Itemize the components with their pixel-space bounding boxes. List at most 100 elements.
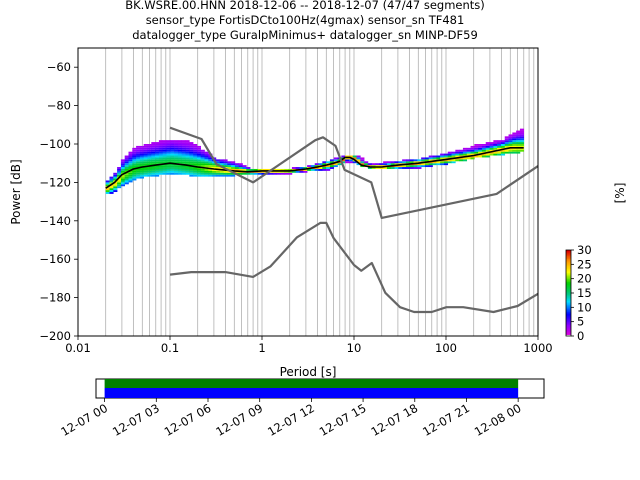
histogram-cell [394, 163, 399, 166]
histogram-cell [348, 155, 354, 158]
histogram-cell [326, 165, 331, 168]
histogram-cell [478, 144, 483, 146]
histogram-cell [440, 161, 445, 164]
histogram-cell [508, 138, 513, 141]
histogram-cell [474, 155, 479, 158]
histogram-cell [147, 153, 152, 156]
histogram-cell [139, 151, 144, 154]
histogram-cell [151, 155, 156, 158]
histogram-cell [413, 165, 418, 168]
histogram-cell [151, 151, 156, 154]
colorbar-cell [566, 317, 571, 320]
histogram-cell [462, 149, 468, 152]
histogram-cell [120, 161, 125, 164]
colorbar-cell [566, 271, 571, 274]
histogram-cell [333, 157, 338, 160]
histogram-cell [185, 147, 190, 150]
histogram-cell [508, 134, 513, 137]
colorbar-cell [566, 320, 571, 323]
histogram-cell [375, 163, 380, 166]
colorbar-cell [566, 323, 571, 325]
histogram-cell [371, 165, 376, 168]
histogram-cell [177, 151, 182, 154]
histogram-cell [345, 155, 350, 158]
histogram-cell [500, 151, 506, 154]
histogram-cell [390, 167, 395, 169]
histogram-cell [193, 167, 198, 169]
histogram-cell [470, 149, 475, 152]
histogram-cell [170, 167, 175, 169]
histogram-cell [413, 167, 418, 169]
histogram-cell [120, 167, 125, 169]
histogram-cell [177, 165, 182, 168]
histogram-cell [234, 168, 240, 171]
histogram-cell [128, 174, 133, 177]
histogram-cell [193, 151, 198, 154]
histogram-cell [162, 142, 167, 144]
noise-model-high-line [169, 126, 539, 219]
histogram-cell [166, 142, 171, 144]
histogram-cell [219, 172, 224, 175]
histogram-cell [170, 149, 175, 152]
histogram-cell [181, 167, 186, 169]
histogram-cell [208, 159, 213, 162]
histogram-cell [128, 178, 133, 181]
histogram-cell [147, 149, 152, 152]
histogram-cell [170, 153, 175, 156]
histogram-cell [147, 161, 152, 164]
histogram-cell [185, 167, 190, 169]
colorbar-cell [566, 328, 571, 331]
histogram-cell [113, 176, 118, 179]
histogram-cell [136, 170, 141, 173]
histogram-cell [440, 163, 445, 166]
histogram-cell [219, 161, 224, 164]
histogram-cell [196, 170, 202, 173]
histogram-cell [132, 147, 137, 150]
histogram-cell [189, 157, 194, 160]
histogram-cell [398, 167, 403, 169]
histogram-cell [143, 170, 148, 173]
histogram-cell [288, 170, 293, 173]
histogram-cell [424, 163, 430, 166]
colorbar-tick-label: 0 [577, 329, 584, 343]
histogram-cell [261, 170, 266, 173]
histogram-cell [352, 161, 357, 164]
histogram-cell [512, 142, 517, 144]
histogram-cell [139, 168, 144, 171]
histogram-cell [223, 161, 228, 164]
histogram-cell [516, 138, 521, 141]
histogram-cell [215, 161, 221, 164]
histogram-cell [189, 142, 194, 144]
histogram-cell [519, 142, 525, 144]
histogram-cell [136, 155, 141, 158]
histogram-cell [443, 161, 449, 164]
histogram-cell [151, 170, 156, 173]
histogram-cell [512, 132, 517, 135]
histogram-cell [504, 149, 509, 152]
histogram-cell [443, 163, 449, 166]
histogram-cell [181, 145, 186, 148]
histogram-cell [231, 161, 236, 164]
histogram-cell [356, 163, 361, 166]
histogram-cell [371, 163, 376, 166]
histogram-cell [177, 145, 182, 148]
histogram-cell [485, 147, 490, 150]
histogram-cell [447, 159, 452, 162]
histogram-cell [481, 144, 487, 146]
histogram-cell [193, 147, 198, 150]
histogram-cell [478, 151, 483, 154]
histogram-cell [132, 161, 137, 164]
histogram-cell [478, 145, 483, 148]
histogram-cell [196, 157, 202, 160]
histogram-cell [493, 144, 498, 146]
histogram-cell [124, 176, 129, 179]
histogram-cell [318, 167, 323, 169]
histogram-cell [379, 163, 384, 166]
y-tick-label: −140 [39, 214, 71, 228]
histogram-cell [132, 172, 137, 175]
histogram-cell [136, 159, 141, 162]
x-tick-label: 0.1 [161, 341, 179, 355]
histogram-cell [120, 184, 125, 187]
histogram-cell [348, 159, 354, 162]
